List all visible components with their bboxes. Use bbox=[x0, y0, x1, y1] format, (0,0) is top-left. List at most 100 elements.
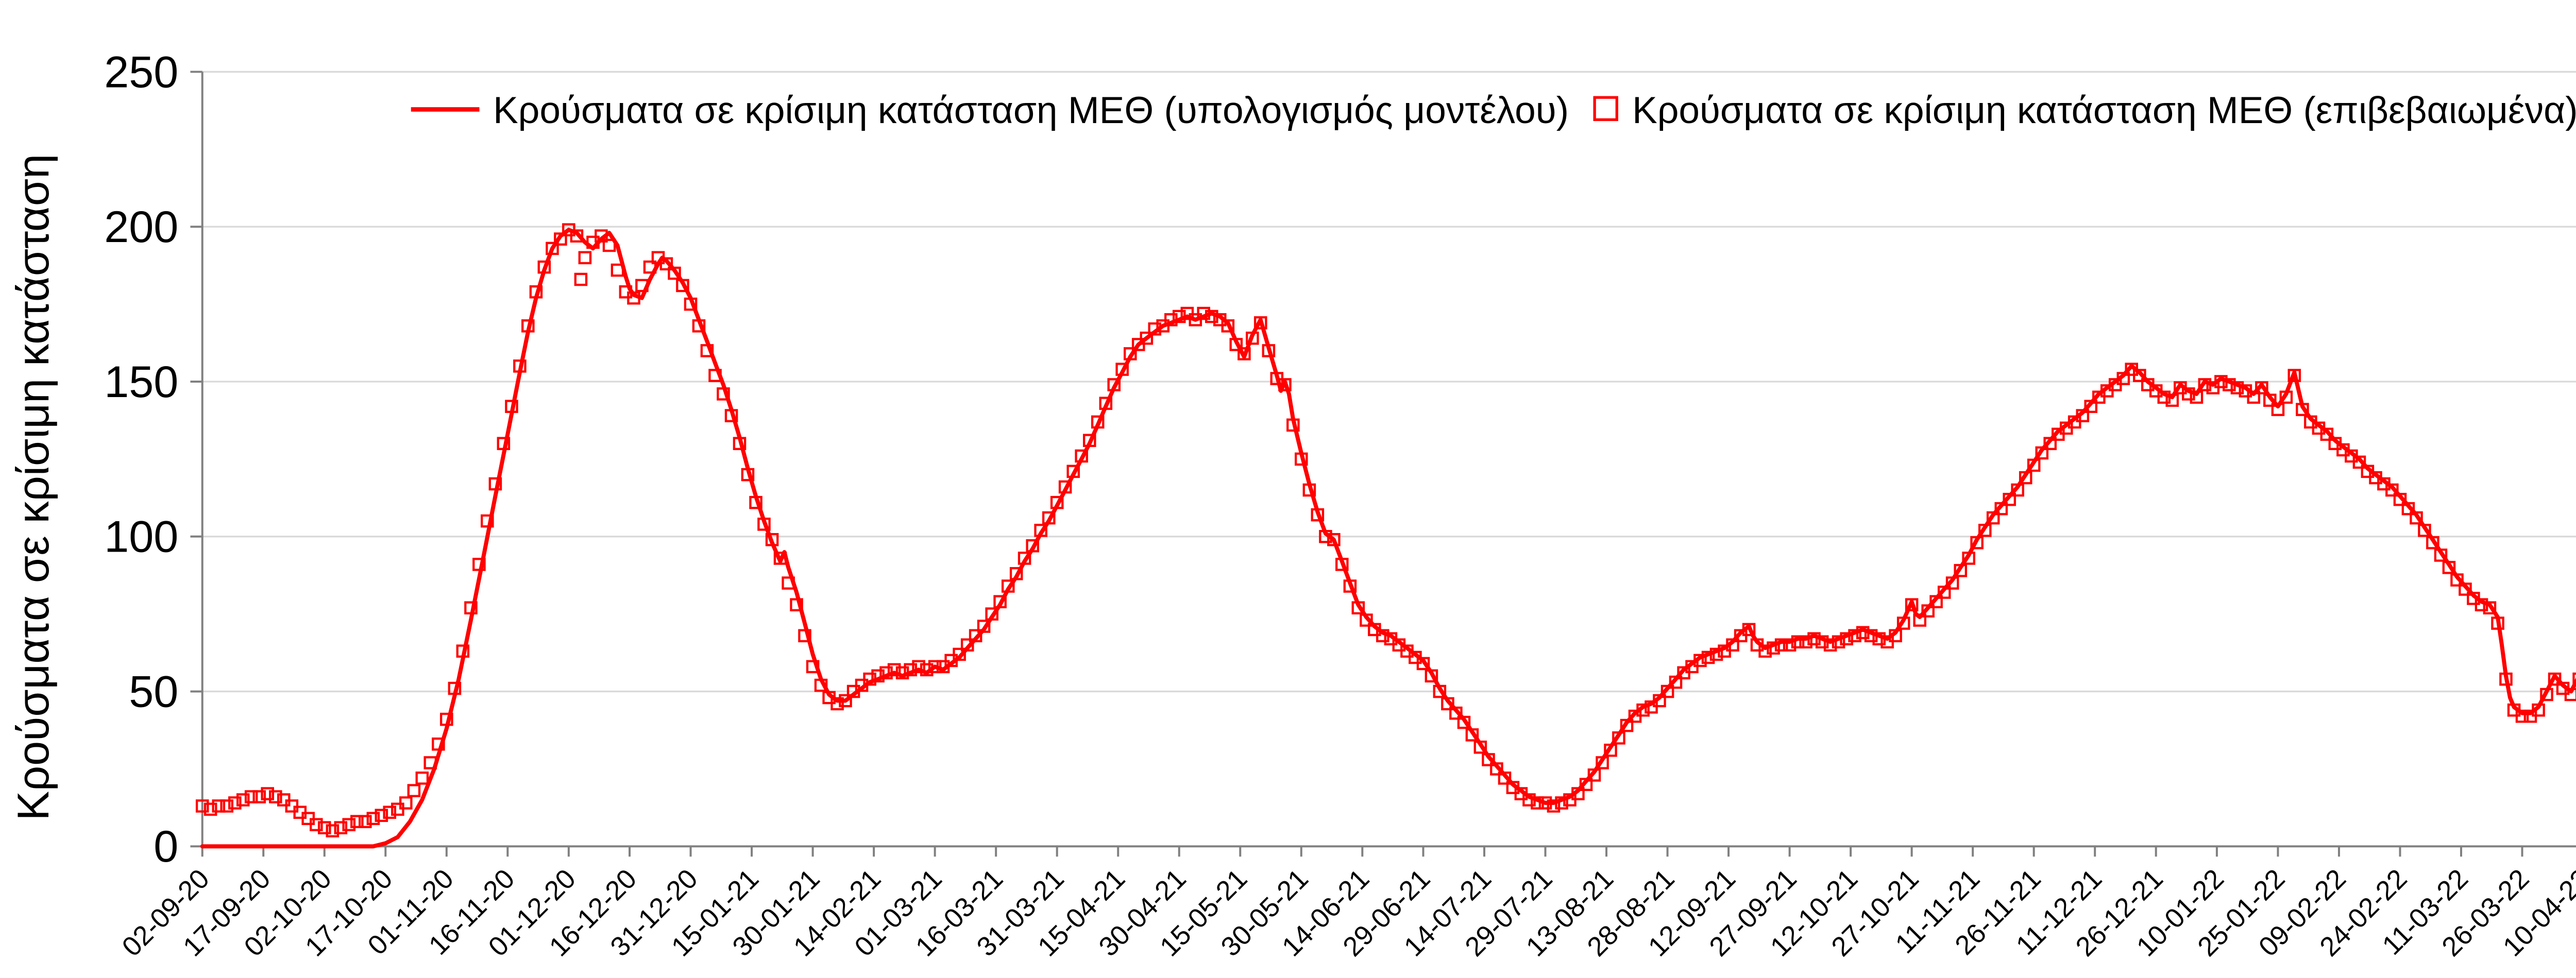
data-point-square bbox=[488, 477, 502, 491]
data-point-square bbox=[1612, 731, 1625, 745]
data-point-square bbox=[692, 319, 706, 333]
legend-square-icon bbox=[1593, 96, 1618, 122]
data-point-square bbox=[2410, 511, 2423, 525]
data-point-square bbox=[2287, 369, 2301, 382]
data-point-square bbox=[415, 771, 429, 785]
data-point-square bbox=[904, 663, 917, 677]
data-point-square bbox=[790, 598, 803, 612]
data-point-square bbox=[1351, 601, 1365, 615]
data-point-square bbox=[2515, 709, 2529, 723]
data-point-square bbox=[521, 319, 535, 333]
data-point-square bbox=[1253, 316, 1267, 330]
data-point-square bbox=[1669, 675, 1683, 689]
data-point-square bbox=[928, 660, 942, 674]
data-point-square bbox=[2165, 393, 2179, 407]
data-point-square bbox=[2475, 598, 2488, 612]
y-axis-title: Κρούσματα σε κρίσιμη κατάσταση bbox=[9, 154, 58, 821]
data-point-square bbox=[1498, 771, 1512, 785]
data-point-square bbox=[1872, 632, 1886, 646]
data-point-square bbox=[2352, 455, 2366, 469]
data-point-square bbox=[1905, 598, 1919, 612]
data-point-square bbox=[1758, 644, 1772, 658]
data-point-square bbox=[432, 737, 445, 751]
data-point-square bbox=[2434, 548, 2448, 562]
data-point-square bbox=[1490, 762, 1503, 776]
legend: Κρούσματα σε κρίσιμη κατάσταση ΜΕΘ (υπολ… bbox=[411, 90, 2576, 131]
data-point-square bbox=[1148, 322, 1162, 336]
data-point-square bbox=[1360, 613, 1373, 627]
data-point-square bbox=[773, 552, 787, 565]
data-point-square bbox=[1099, 397, 1113, 410]
data-point-square bbox=[1693, 654, 1707, 667]
data-point-square bbox=[2223, 378, 2236, 391]
data-point-square bbox=[1823, 638, 1837, 652]
data-point-square bbox=[2401, 502, 2415, 516]
data-point-square bbox=[1571, 787, 1585, 800]
data-point-square bbox=[1107, 378, 1121, 391]
data-point-square bbox=[659, 257, 673, 271]
data-point-square bbox=[220, 799, 233, 813]
data-point-square bbox=[505, 400, 518, 413]
data-point-square bbox=[350, 815, 364, 829]
data-point-square bbox=[464, 601, 478, 615]
data-point-square bbox=[798, 629, 811, 643]
data-point-square bbox=[1994, 502, 2008, 516]
data-point-square bbox=[2019, 471, 2032, 485]
data-point-square bbox=[1547, 799, 1561, 813]
data-point-square bbox=[1709, 647, 1723, 661]
data-point-square bbox=[782, 576, 795, 590]
y-tick-label: 250 bbox=[104, 47, 178, 97]
data-point-square bbox=[969, 629, 982, 643]
data-point-square bbox=[2564, 688, 2576, 701]
data-point-square bbox=[1742, 623, 1756, 637]
data-point-square bbox=[2532, 703, 2545, 717]
data-point-square bbox=[2572, 672, 2576, 686]
data-point-square bbox=[2230, 381, 2244, 394]
data-point-square bbox=[977, 620, 991, 633]
data-point-square bbox=[912, 660, 925, 674]
plot-area: 05010015020025002-09-2017-09-2002-10-201… bbox=[104, 47, 2576, 963]
data-point-square bbox=[863, 672, 876, 686]
data-point-square bbox=[733, 437, 747, 450]
data-point-square bbox=[2035, 446, 2049, 460]
data-point-square bbox=[1319, 530, 1332, 543]
data-point-square bbox=[2499, 672, 2513, 686]
data-point-square bbox=[1840, 632, 1853, 646]
data-point-square bbox=[1653, 694, 1666, 708]
data-point-square bbox=[554, 232, 567, 246]
data-point-square bbox=[895, 666, 909, 680]
data-point-square bbox=[708, 369, 722, 382]
data-point-square bbox=[1864, 629, 1878, 643]
data-point-square bbox=[326, 824, 340, 837]
data-point-square bbox=[2003, 492, 2016, 506]
data-point-square bbox=[2271, 403, 2285, 416]
data-point-square bbox=[1970, 536, 1984, 550]
data-point-square bbox=[2247, 390, 2261, 404]
data-point-square bbox=[497, 437, 511, 450]
data-point-square bbox=[2076, 409, 2090, 422]
data-point-square bbox=[1034, 524, 1047, 537]
data-point-square bbox=[2116, 372, 2130, 385]
data-point-square bbox=[1596, 756, 1609, 769]
data-point-square bbox=[717, 387, 730, 401]
data-point-square bbox=[448, 681, 462, 695]
data-point-square bbox=[423, 756, 437, 769]
data-point-square bbox=[2043, 437, 2057, 450]
data-point-square bbox=[574, 272, 588, 286]
data-point-square bbox=[668, 266, 681, 280]
data-point-square bbox=[1815, 635, 1829, 649]
data-point-square bbox=[1205, 310, 1218, 323]
data-point-square bbox=[1294, 452, 1308, 466]
data-point-square bbox=[814, 678, 828, 692]
data-point-square bbox=[195, 799, 209, 813]
data-point-square bbox=[2198, 378, 2212, 391]
data-point-square bbox=[1620, 718, 1634, 732]
data-point-square bbox=[269, 790, 282, 803]
data-point-square bbox=[1783, 638, 1797, 652]
data-point-square bbox=[334, 821, 348, 834]
data-point-square bbox=[261, 787, 274, 800]
data-point-square bbox=[1636, 703, 1650, 717]
data-point-square bbox=[456, 644, 470, 658]
